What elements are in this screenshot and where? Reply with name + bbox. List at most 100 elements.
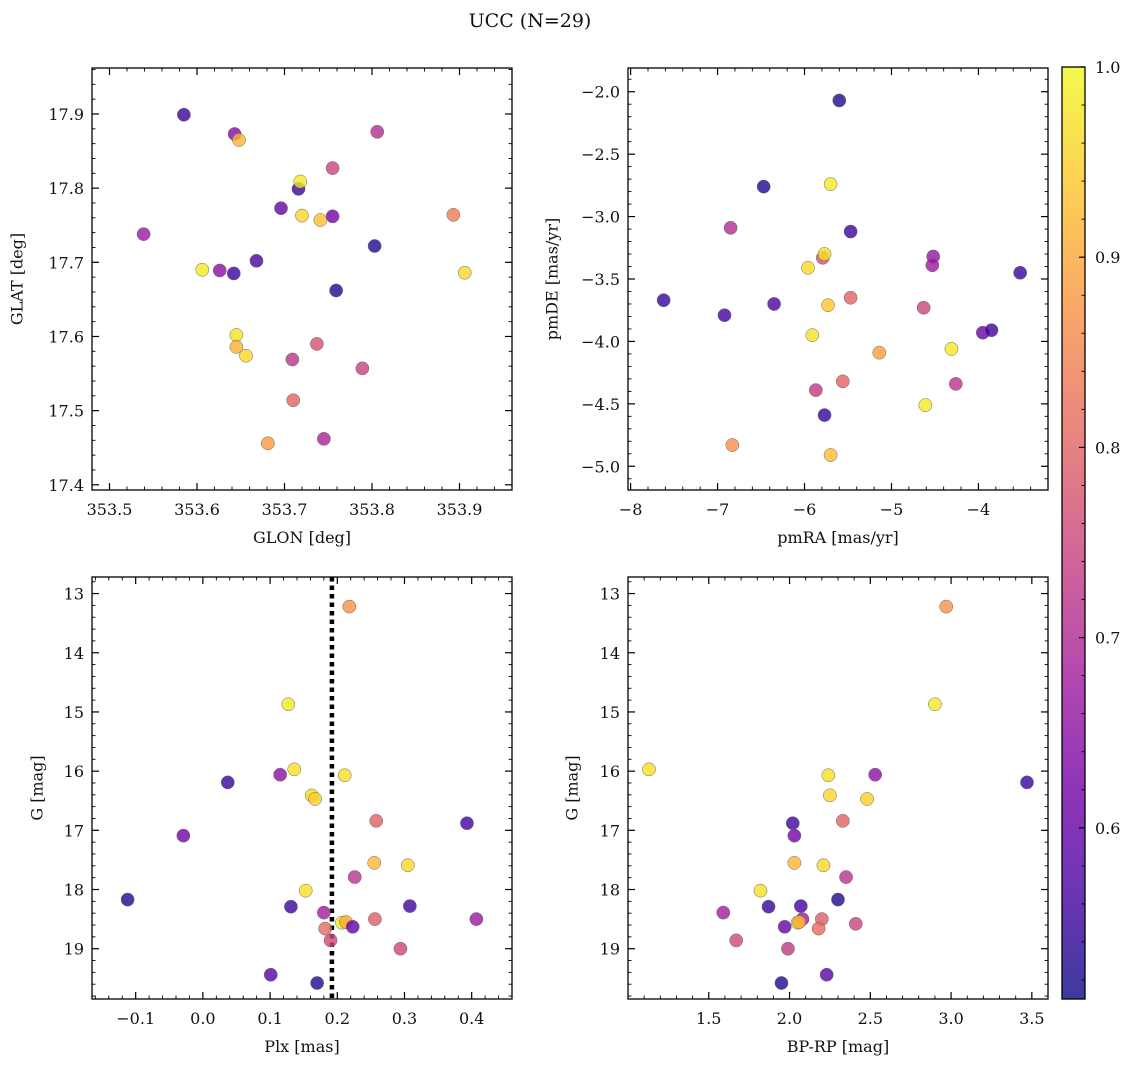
x-tick-label: 353.6 — [174, 500, 220, 519]
scatter-point — [342, 599, 357, 614]
scatter-point — [835, 813, 850, 828]
scatter-points — [120, 599, 484, 990]
scatter-point — [400, 858, 415, 873]
axes-frame — [91, 67, 513, 491]
x-tick-label: 353.7 — [262, 500, 308, 519]
scatter-point — [792, 915, 807, 929]
scatter-point — [725, 438, 740, 452]
scatter-point — [805, 328, 820, 343]
y-tick-label: −2.0 — [581, 83, 620, 102]
scatter-point — [239, 348, 253, 363]
scatter-point — [984, 323, 999, 338]
colorbar: 0.6 0.7 0.8 0.9 1.0 — [1061, 58, 1120, 1000]
scatter-point — [329, 283, 343, 298]
y-tick-label: 17.5 — [48, 402, 84, 421]
scatter-point — [821, 768, 836, 783]
scatter-points — [136, 107, 472, 451]
scatter-points — [642, 599, 1034, 990]
scatter-point — [317, 431, 331, 446]
scatter-point — [1013, 265, 1028, 280]
scatter-point — [1020, 775, 1034, 790]
x-tick-label: −0.1 — [116, 1009, 155, 1028]
panel-4: 1.5 2.0 2.5 3.0 3.5 13 14 15 16 17 18 19 BP-RP [mag]… — [563, 576, 1049, 1056]
scatter-point — [819, 967, 834, 982]
scatter-point — [767, 297, 781, 311]
scatter-point — [832, 93, 847, 108]
y-axis-label: pmDE [mas/yr] — [543, 218, 562, 341]
scatter-point — [839, 870, 853, 884]
y-tick-label: 13 — [64, 585, 84, 604]
scatter-point — [729, 933, 744, 948]
x-axis-label: GLON [deg] — [253, 528, 351, 547]
scatter-point — [316, 905, 331, 920]
panel-3: −0.1 0.0 0.1 0.2 0.3 0.4 13 14 15 16 17 18 19 Plx [ma… — [28, 576, 513, 1056]
y-tick-label: 19 — [64, 940, 84, 959]
colorbar-tick-label: 0.7 — [1095, 629, 1120, 648]
x-tick-label: −7 — [706, 500, 730, 519]
colorbar-tick-label: 0.9 — [1095, 248, 1120, 267]
scatter-point — [717, 308, 732, 323]
scatter-point — [868, 767, 883, 782]
scatter-point — [403, 899, 417, 913]
scatter-point — [345, 919, 360, 934]
y-axis-label: G [mag] — [563, 755, 582, 820]
scatter-point — [249, 253, 264, 268]
scatter-point — [753, 883, 768, 898]
scatter-point — [823, 448, 838, 462]
y-tick-label: 14 — [64, 644, 84, 663]
x-tick-label: −4 — [967, 500, 991, 519]
y-tick-label: 17 — [600, 821, 620, 840]
scatter-point — [310, 976, 324, 990]
scatter-point — [273, 767, 288, 782]
scatter-point — [220, 775, 235, 790]
scatter-point — [860, 792, 874, 806]
scatter-point — [793, 899, 808, 913]
scatter-point — [457, 265, 472, 280]
x-tick-label: 353.5 — [87, 500, 133, 519]
scatter-point — [823, 788, 837, 803]
scatter-point — [347, 870, 362, 884]
axes-frame — [91, 576, 513, 1000]
colorbar-tick-label: 0.6 — [1095, 819, 1120, 838]
scatter-point — [808, 383, 823, 397]
scatter-point — [293, 174, 308, 189]
panel-2: −8 −7 −6 −5 −4 −5.0 −4.5 −4.0 −3.5 −3.0 −2.5 −2.0 pm… — [543, 67, 1049, 547]
scatter-point — [120, 892, 135, 907]
y-tick-label: 14 — [600, 644, 620, 663]
y-tick-label: 18 — [600, 881, 620, 900]
x-tick-label: 0.3 — [392, 1009, 417, 1028]
colorbar-tick-label: 1.0 — [1095, 58, 1120, 77]
scatter-point — [355, 361, 370, 376]
scatter-point — [177, 107, 191, 122]
scatter-point — [811, 921, 826, 936]
scatter-point — [313, 213, 328, 227]
scatter-point — [281, 697, 296, 712]
scatter-point — [843, 290, 858, 305]
scatter-point — [229, 328, 244, 342]
scatter-point — [939, 599, 954, 614]
y-tick-label: 17.9 — [48, 105, 84, 124]
y-tick-label: −5.0 — [581, 457, 620, 476]
scatter-point — [777, 919, 792, 934]
x-tick-label: 0.1 — [257, 1009, 282, 1028]
scatter-point — [656, 293, 671, 308]
figure-title: UCC (N=29) — [469, 10, 592, 32]
scatter-point — [308, 792, 322, 806]
x-tick-label: 0.0 — [190, 1009, 215, 1028]
scatter-point — [460, 816, 474, 831]
x-tick-label: 2.5 — [858, 1009, 883, 1028]
scatter-point — [928, 697, 942, 712]
y-tick-label: 17.6 — [48, 327, 84, 346]
x-tick-label: 2.0 — [777, 1009, 802, 1028]
scatter-point — [212, 263, 227, 278]
panels: 353.5 353.6 353.7 353.8 353.9 17.4 17.5 17.6 17.… — [8, 67, 1049, 1056]
scatter-point — [823, 177, 838, 191]
scatter-point — [801, 260, 815, 275]
x-tick-label: 0.4 — [459, 1009, 484, 1028]
scatter-point — [287, 762, 302, 777]
scatter-point — [774, 976, 789, 990]
scatter-point — [446, 207, 461, 222]
scatter-points — [656, 93, 1028, 462]
scatter-point — [369, 813, 384, 828]
scatter-point — [232, 133, 246, 147]
